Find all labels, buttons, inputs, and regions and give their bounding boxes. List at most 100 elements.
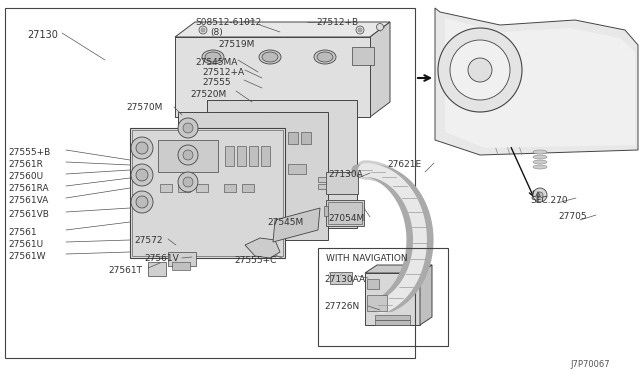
Bar <box>130 128 285 258</box>
Bar <box>367 295 387 311</box>
Bar <box>318 177 326 182</box>
Circle shape <box>438 28 522 112</box>
Bar <box>288 164 306 174</box>
Ellipse shape <box>317 52 333 62</box>
Circle shape <box>131 164 153 186</box>
Bar <box>261 146 270 166</box>
Bar <box>275 132 285 144</box>
Text: 27561R: 27561R <box>8 160 43 169</box>
Text: 27561VA: 27561VA <box>8 196 48 205</box>
Bar <box>330 272 352 284</box>
Polygon shape <box>365 265 432 273</box>
Text: SEC.270: SEC.270 <box>530 196 568 205</box>
Polygon shape <box>420 265 432 325</box>
Circle shape <box>356 26 364 34</box>
Text: 27561VB: 27561VB <box>8 210 49 219</box>
Circle shape <box>178 145 198 165</box>
Bar <box>245 130 263 142</box>
Polygon shape <box>245 238 280 258</box>
Bar <box>200 164 218 174</box>
Bar <box>202 132 253 156</box>
Ellipse shape <box>262 52 278 62</box>
Text: WITH NAVIGATION: WITH NAVIGATION <box>326 254 408 263</box>
Bar <box>245 148 263 160</box>
Bar <box>160 184 172 192</box>
Text: 27130: 27130 <box>27 30 58 40</box>
Bar <box>132 130 283 256</box>
Text: 27512+B: 27512+B <box>316 18 358 27</box>
Circle shape <box>199 26 207 34</box>
Ellipse shape <box>202 50 224 64</box>
Bar <box>168 252 196 266</box>
Text: 27572: 27572 <box>134 236 163 245</box>
Bar <box>266 164 284 174</box>
Bar <box>242 184 254 192</box>
Bar <box>178 112 328 240</box>
Bar <box>328 202 362 224</box>
Bar <box>273 112 291 124</box>
Polygon shape <box>370 22 390 117</box>
Bar <box>301 132 311 144</box>
Text: 27555+C: 27555+C <box>234 256 276 265</box>
Bar <box>158 140 218 172</box>
Bar <box>196 184 208 192</box>
Circle shape <box>358 28 362 32</box>
Bar <box>273 148 291 160</box>
Bar <box>224 184 236 192</box>
Bar <box>326 172 358 194</box>
Text: 27561: 27561 <box>8 228 36 237</box>
Bar <box>318 248 448 346</box>
Text: 27519M: 27519M <box>218 40 254 49</box>
Text: 27130AA: 27130AA <box>324 275 365 284</box>
Ellipse shape <box>259 50 281 64</box>
Polygon shape <box>365 273 420 325</box>
Text: 27130A: 27130A <box>328 170 363 179</box>
Bar <box>301 112 319 124</box>
Bar <box>178 184 190 192</box>
Polygon shape <box>175 22 390 37</box>
Bar <box>217 130 235 142</box>
Text: S08512-61012: S08512-61012 <box>195 18 261 27</box>
Bar <box>326 200 364 226</box>
Text: 27555+B: 27555+B <box>8 148 51 157</box>
Bar <box>262 132 272 144</box>
Ellipse shape <box>533 155 547 159</box>
Bar <box>222 164 240 174</box>
Bar <box>273 130 291 142</box>
Circle shape <box>136 196 148 208</box>
Ellipse shape <box>533 160 547 164</box>
Text: 27545M: 27545M <box>267 218 303 227</box>
Bar <box>318 184 326 189</box>
Circle shape <box>183 177 193 187</box>
Text: 27705: 27705 <box>558 212 587 221</box>
Bar <box>244 164 262 174</box>
Bar <box>207 100 357 228</box>
Bar <box>375 315 410 320</box>
Bar <box>510 35 540 55</box>
Text: 27726N: 27726N <box>324 302 359 311</box>
Circle shape <box>131 137 153 159</box>
Text: 27561V: 27561V <box>144 254 179 263</box>
Bar <box>172 262 190 270</box>
Text: 27555: 27555 <box>202 78 230 87</box>
Bar <box>5 8 415 358</box>
Ellipse shape <box>314 50 336 64</box>
Bar <box>324 206 328 216</box>
Bar <box>225 146 234 166</box>
Circle shape <box>537 192 543 198</box>
Bar <box>352 47 374 65</box>
Ellipse shape <box>533 150 547 154</box>
Text: (8): (8) <box>210 28 223 37</box>
Bar <box>455 76 483 98</box>
Text: 27561U: 27561U <box>8 240 43 249</box>
Text: 27512+A: 27512+A <box>202 68 244 77</box>
Bar <box>200 130 255 158</box>
Bar <box>375 320 410 325</box>
Circle shape <box>178 172 198 192</box>
Circle shape <box>183 150 193 160</box>
Text: 27520M: 27520M <box>190 90 227 99</box>
Circle shape <box>178 118 198 138</box>
Text: 27054M: 27054M <box>328 214 364 223</box>
Bar <box>301 148 319 160</box>
Text: 27561W: 27561W <box>8 252 45 261</box>
